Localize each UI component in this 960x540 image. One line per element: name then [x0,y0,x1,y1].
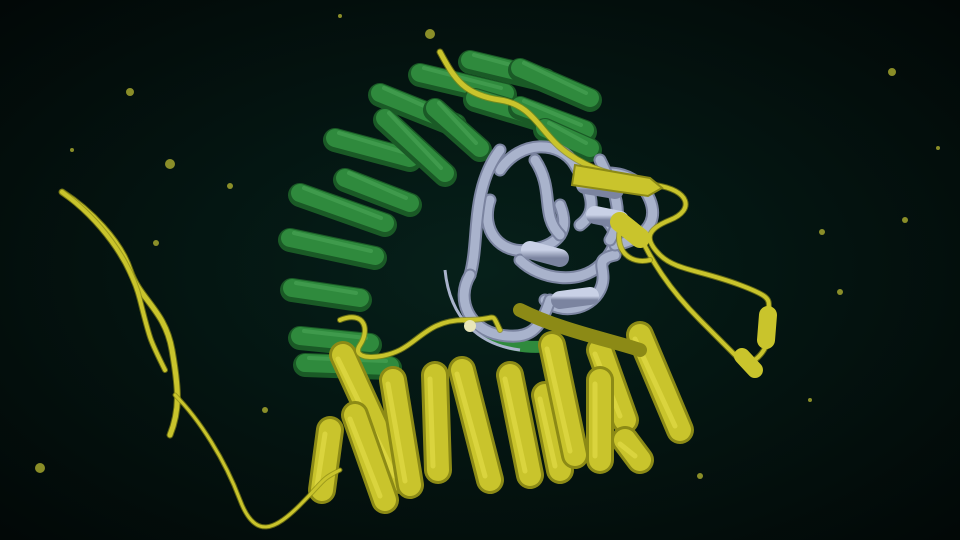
yellow-helix-highlight [347,416,383,499]
yellow-tail-helix [610,212,650,248]
green-helix [336,169,419,212]
particle [888,68,896,76]
green-helix-highlight [522,99,583,127]
green-helix [511,97,594,139]
yellow-helix-highlight [544,346,573,454]
particle [262,407,268,413]
particle [425,29,435,39]
yellow-helix-highlight [427,376,436,469]
grey-coil [530,155,565,240]
particle [902,217,908,223]
particle [70,148,74,152]
particle [35,463,45,473]
particle [126,88,134,96]
green-helix-highlight [302,186,383,220]
yellow-coil [647,183,772,322]
particle [227,183,233,189]
yellow-coil [60,190,167,372]
green-helix-highlight [437,101,478,145]
green-helix [291,184,394,232]
green-helix [511,59,599,107]
yellow-strand [513,303,647,357]
green-helix-highlight [302,329,368,340]
green-helix [283,279,369,307]
yellow-helix-highlight [617,441,638,459]
yellow-tail-helix [757,306,777,349]
yellow-coil [617,228,652,263]
green-helix-highlight [387,111,443,170]
green-helix [536,119,599,157]
green-helix-highlight [522,61,588,95]
yellow-helix [382,369,421,496]
particle [153,240,159,246]
green-helix [326,129,419,167]
particle [338,14,342,18]
yellow-helix [614,429,651,471]
yellow-helix [424,364,449,481]
yellow-helix [451,359,501,491]
grey-helix [521,241,569,267]
green-helix-highlight [347,171,408,200]
green-helix [281,229,384,265]
green-helix-highlight [292,231,373,253]
yellow-tail-helix [734,348,763,378]
yellow-helix [332,344,411,491]
particle [165,159,175,169]
yellow-coil [633,223,747,367]
green-helix-highlight [294,281,358,295]
particle [697,473,703,479]
yellow-helix-highlight [314,431,328,489]
grey-helix [551,287,599,309]
particle [808,398,812,402]
yellow-coil [173,393,342,529]
yellow-flexible-tail [58,48,777,530]
particle [819,229,825,235]
yellow-helical-domain [308,303,694,514]
green-helix-highlight [547,121,588,145]
yellow-helix-highlight [385,381,408,484]
green-helix [291,327,379,352]
green-helix-highlight [422,66,503,90]
particle [837,289,843,295]
green-helix-highlight [337,131,408,155]
yellow-helix [534,384,571,481]
yellow-helix [344,404,396,511]
yellow-helix-highlight [502,376,528,474]
yellow-helix [541,334,586,466]
yellow-helix [499,364,541,486]
particle [936,146,940,150]
yellow-coil [338,315,502,359]
grey-coil [465,145,505,280]
yellow-beta-strand [570,163,664,198]
yellow-helix-highlight [454,371,488,479]
green-solenoid-domain [278,50,602,380]
yellow-helix-highlight [537,396,558,469]
junction-node [464,320,476,332]
